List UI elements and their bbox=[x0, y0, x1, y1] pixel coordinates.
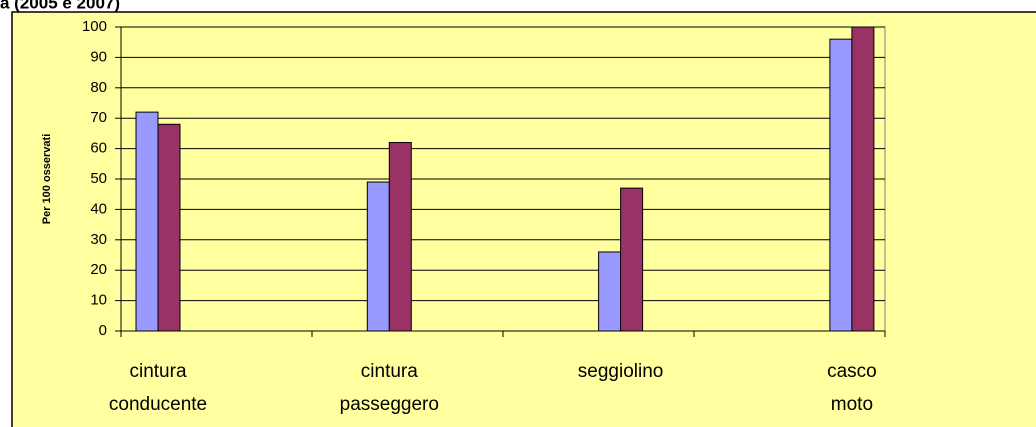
x-tick-label: seggiolino bbox=[578, 361, 664, 382]
y-tick-label: 40 bbox=[90, 200, 107, 217]
bar bbox=[851, 26, 875, 332]
y-tick-label: 70 bbox=[90, 109, 107, 126]
bar bbox=[829, 38, 853, 332]
y-axis-label: Per 100 osservati bbox=[41, 134, 53, 225]
y-tick-label: 0 bbox=[99, 322, 107, 339]
bar bbox=[388, 142, 412, 332]
y-tick-label: 100 bbox=[82, 18, 107, 35]
bar bbox=[598, 251, 622, 332]
x-tick-label: cintura passeggero bbox=[340, 361, 439, 415]
y-tick-label: 80 bbox=[90, 79, 107, 96]
bar bbox=[620, 187, 644, 332]
y-tick-label: 50 bbox=[90, 170, 107, 187]
y-tick-label: 90 bbox=[90, 48, 107, 65]
x-tick-label: cintura conducente bbox=[109, 361, 207, 415]
y-tick-label: 20 bbox=[90, 261, 107, 278]
y-tick-label: 10 bbox=[90, 292, 107, 309]
y-tick-label: 60 bbox=[90, 140, 107, 157]
x-tick-label: casco moto bbox=[827, 361, 877, 415]
bar bbox=[366, 181, 390, 332]
y-tick-label: 30 bbox=[90, 231, 107, 248]
chart-title: a (2005 e 2007) bbox=[0, 0, 120, 12]
bar bbox=[135, 111, 159, 332]
bar bbox=[157, 123, 181, 332]
